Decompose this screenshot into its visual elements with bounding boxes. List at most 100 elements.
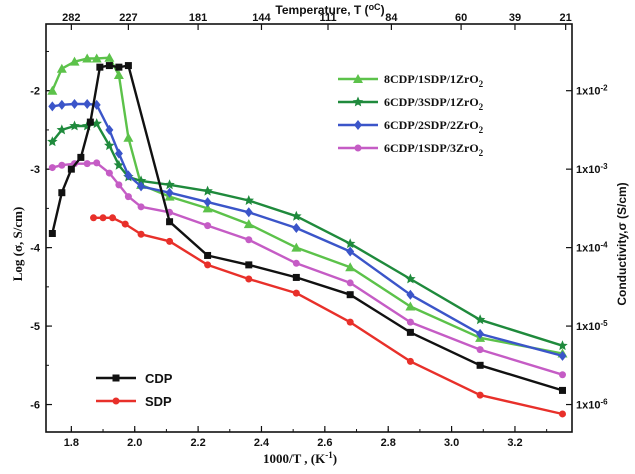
top-axis-title: Temperature, T (oC): [275, 2, 384, 17]
data-point: [346, 246, 355, 257]
data-point: [204, 251, 212, 259]
top-tick-label: 84: [385, 12, 398, 24]
legend-entry: 6CDP/3SDP/1ZrO2: [338, 95, 484, 112]
top-tick-label: 144: [252, 12, 271, 24]
data-point: [166, 218, 174, 226]
right-tick-label: 1x10-2: [576, 84, 608, 98]
data-point: [83, 99, 92, 110]
legend-label: 6CDP/2SDP/2ZrO2: [384, 118, 484, 135]
legend-label: 6CDP/1SDP/3ZrO2: [384, 141, 484, 158]
series-line: [51, 122, 563, 347]
y-tick-label: -4: [30, 243, 41, 255]
data-point: [91, 118, 102, 129]
data-point: [99, 214, 107, 222]
data-point: [113, 70, 124, 79]
data-point: [104, 140, 115, 151]
data-point: [346, 279, 354, 287]
data-point: [346, 318, 354, 326]
data-point: [105, 169, 113, 177]
x-axis-title-main: 1000/T , (K: [263, 451, 326, 466]
data-point: [406, 328, 414, 336]
data-point: [47, 85, 58, 95]
data-point: [48, 164, 56, 172]
top-tick-label: 181: [189, 12, 207, 24]
y-axis-title: Log (σ, S/cm): [10, 207, 25, 282]
legend-label: CDP: [145, 371, 173, 386]
data-point: [82, 53, 93, 63]
data-point: [77, 153, 85, 161]
top-axis-title-unit: oC: [369, 2, 381, 12]
legend-entry: SDP: [96, 394, 172, 409]
right-tick-label: 1x10-4: [576, 241, 608, 255]
right-axis-title: Conductivity,σ (S/cm): [615, 182, 629, 305]
x-tick-label: 1.8: [64, 437, 79, 449]
data-point: [124, 170, 133, 181]
data-point: [165, 187, 174, 198]
data-point: [124, 62, 132, 70]
x-tick-label: 3.0: [444, 437, 459, 449]
data-point: [48, 229, 56, 237]
data-point: [112, 374, 120, 382]
data-point: [57, 99, 66, 110]
y-tick-label: -3: [30, 164, 40, 176]
data-point: [67, 165, 75, 173]
data-point: [69, 56, 80, 66]
top-tick-label: 282: [62, 12, 80, 24]
data-point: [558, 386, 566, 394]
data-point: [69, 120, 80, 131]
data-point: [112, 397, 120, 405]
data-point: [405, 301, 416, 311]
data-point: [137, 181, 146, 192]
y-tick-label: -5: [30, 321, 40, 333]
y-tick-label: -6: [30, 400, 40, 412]
data-point: [292, 259, 300, 267]
data-point: [245, 275, 253, 283]
x-axis-title: 1000/T , (K-1): [263, 450, 337, 466]
series-line: [51, 64, 563, 392]
data-point: [476, 361, 484, 369]
data-point: [166, 237, 174, 245]
data-point: [204, 261, 212, 269]
data-point: [558, 410, 566, 418]
data-point: [137, 203, 145, 211]
data-point: [115, 63, 123, 71]
axes: 1.8 2.0 2.2 2.4 2.6 2.8 3.0 3.2 -2 -3 -4 -5 -6 1x10-2…: [30, 12, 608, 449]
data-point: [291, 210, 302, 221]
legend-entry: CDP: [96, 371, 173, 386]
data-point: [115, 181, 123, 189]
series-8cdp-1sdp-1zro2: [47, 52, 568, 358]
data-point: [346, 291, 354, 299]
data-point: [164, 179, 175, 190]
series-6cdp-3sdp-1zro2: [47, 118, 568, 351]
data-point: [58, 189, 66, 197]
data-point: [96, 63, 104, 71]
data-point: [123, 132, 134, 142]
legend-entry: 8CDP/1SDP/1ZrO2: [338, 72, 484, 89]
plot-frame: [45, 23, 573, 433]
data-point: [121, 220, 129, 228]
data-point: [245, 261, 253, 269]
data-point: [243, 195, 254, 205]
right-tick-label: 1x10-5: [576, 319, 608, 333]
data-point: [557, 340, 568, 351]
legend-label: SDP: [145, 394, 172, 409]
data-point: [86, 118, 94, 126]
legend-label: 8CDP/1SDP/1ZrO2: [384, 72, 484, 89]
data-point: [90, 214, 98, 222]
data-point: [83, 160, 91, 168]
data-point: [124, 193, 132, 201]
data-point: [70, 99, 79, 110]
data-point: [113, 159, 125, 170]
data-point: [104, 52, 115, 62]
data-point: [91, 53, 102, 63]
x-tick-label: 2.6: [317, 437, 332, 449]
x-tick-label: 2.8: [381, 437, 396, 449]
data-point: [245, 236, 253, 244]
legend-entry: 6CDP/2SDP/2ZrO2: [338, 118, 484, 135]
data-point: [93, 159, 101, 167]
data-point: [406, 318, 414, 326]
top-tick-label: 227: [119, 12, 137, 24]
data-point: [406, 357, 414, 365]
data-point: [352, 96, 364, 107]
